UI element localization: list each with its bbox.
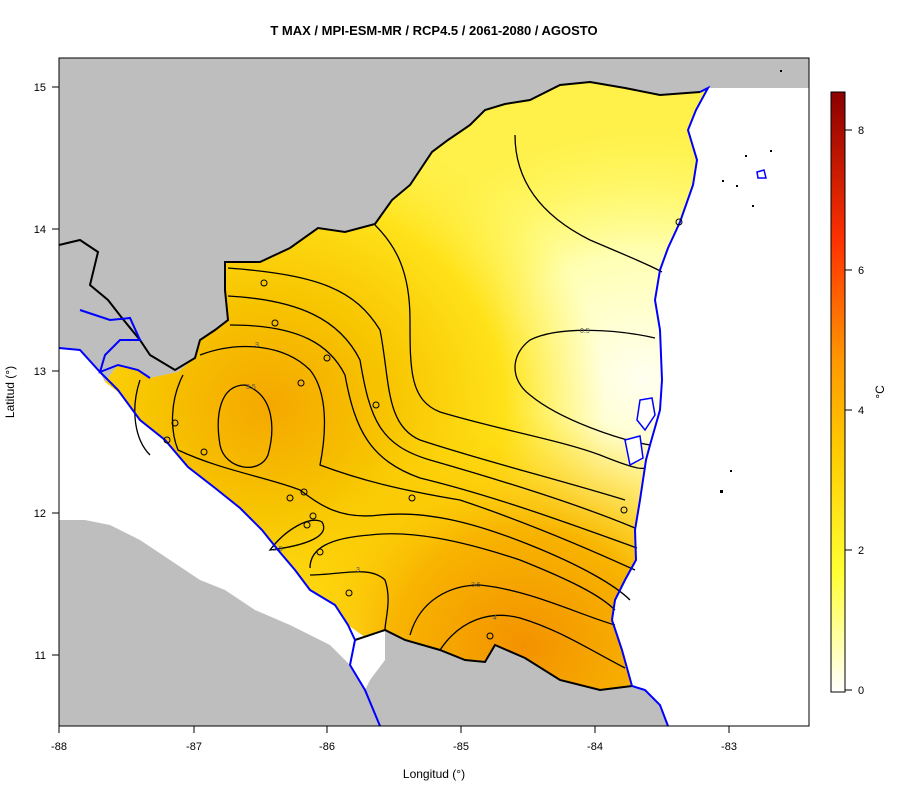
northern-border — [58, 80, 701, 372]
contour-label: 3.5 — [246, 384, 256, 391]
station-marker — [260, 279, 268, 287]
southern-pacific-coast — [348, 639, 381, 727]
y-tick-label: 11 — [35, 650, 46, 662]
gulf-of-fonseca-coast — [79, 309, 151, 379]
contour-line — [374, 224, 646, 470]
contour-line — [227, 267, 626, 501]
contour-line — [309, 533, 616, 611]
station-marker — [271, 319, 279, 327]
colorbar — [830, 91, 846, 693]
contour-label: 3.5 — [471, 582, 481, 589]
colorbar-tick-label: 4 — [858, 405, 864, 417]
caribbean-sea — [612, 88, 809, 726]
contour-line — [514, 329, 656, 446]
station-marker — [163, 436, 171, 444]
x-tick-label: -83 — [721, 741, 737, 753]
x-tick-label: -88 — [51, 741, 67, 753]
contour-line — [217, 384, 273, 468]
contour-lines — [134, 134, 663, 669]
station-marker — [675, 218, 683, 226]
honduras-region — [59, 58, 809, 382]
contour-line — [514, 134, 663, 273]
x-tick-label: -85 — [453, 741, 469, 753]
contour-line — [309, 571, 389, 631]
pearl-lagoon — [636, 397, 656, 432]
contour-line — [227, 295, 636, 529]
y-tick-label: 13 — [34, 366, 46, 378]
station-marker — [408, 494, 416, 502]
contour-line — [199, 346, 636, 571]
contour-line — [439, 614, 626, 669]
station-marker — [486, 632, 494, 640]
y-axis — [52, 86, 59, 656]
contour-line — [229, 324, 638, 549]
contour-label: 3 — [356, 567, 360, 574]
contour-line — [409, 584, 616, 636]
y-tick-label: 15 — [34, 82, 46, 94]
y-axis-label: Latitud (°) — [3, 366, 17, 418]
colorbar-unit: °C — [873, 385, 887, 399]
plot-frame — [58, 57, 810, 727]
contour-label: 0.5 — [580, 328, 590, 335]
islands — [720, 70, 782, 493]
colorbar-tick-label: 0 — [858, 685, 864, 697]
station-marker — [200, 448, 208, 456]
pacific-coastline — [58, 347, 356, 641]
station-marker — [171, 419, 179, 427]
station-marker — [323, 354, 331, 362]
x-tick-label: -86 — [319, 741, 335, 753]
station-marker — [297, 379, 305, 387]
map-title: T MAX / MPI-ESM-MR / RCP4.5 / 2061-2080 … — [270, 23, 597, 38]
contour-label: 3 — [255, 342, 259, 349]
colorbar-ticks — [845, 129, 852, 691]
station-marker — [345, 589, 353, 597]
colorbar-tick-label: 2 — [858, 545, 864, 557]
x-axis-label: Longitud (°) — [403, 767, 465, 781]
caribbean-coastline — [610, 85, 711, 727]
bluefields-bay — [624, 435, 644, 467]
station-marker — [309, 512, 317, 520]
colorbar-tick-label: 6 — [858, 265, 864, 277]
contour-label: 4 — [493, 615, 497, 622]
y-tick-label: 14 — [34, 224, 46, 236]
station-marker — [620, 506, 628, 514]
station-marker — [300, 488, 308, 496]
x-axis — [58, 726, 730, 733]
station-markers — [163, 218, 683, 640]
y-tick-label: 12 — [34, 508, 46, 520]
colorbar-tick-label: 8 — [858, 125, 864, 137]
contour-line — [171, 374, 631, 601]
station-marker — [303, 521, 311, 529]
southern-border — [354, 628, 633, 692]
costa-rica-region — [365, 630, 668, 726]
x-tick-label: -87 — [186, 741, 202, 753]
x-tick-label: -84 — [587, 741, 603, 753]
station-marker — [286, 494, 294, 502]
contour-line — [134, 379, 151, 456]
contour-line — [268, 519, 325, 551]
station-marker — [372, 401, 380, 409]
corn-island — [756, 169, 767, 179]
station-marker — [316, 548, 324, 556]
